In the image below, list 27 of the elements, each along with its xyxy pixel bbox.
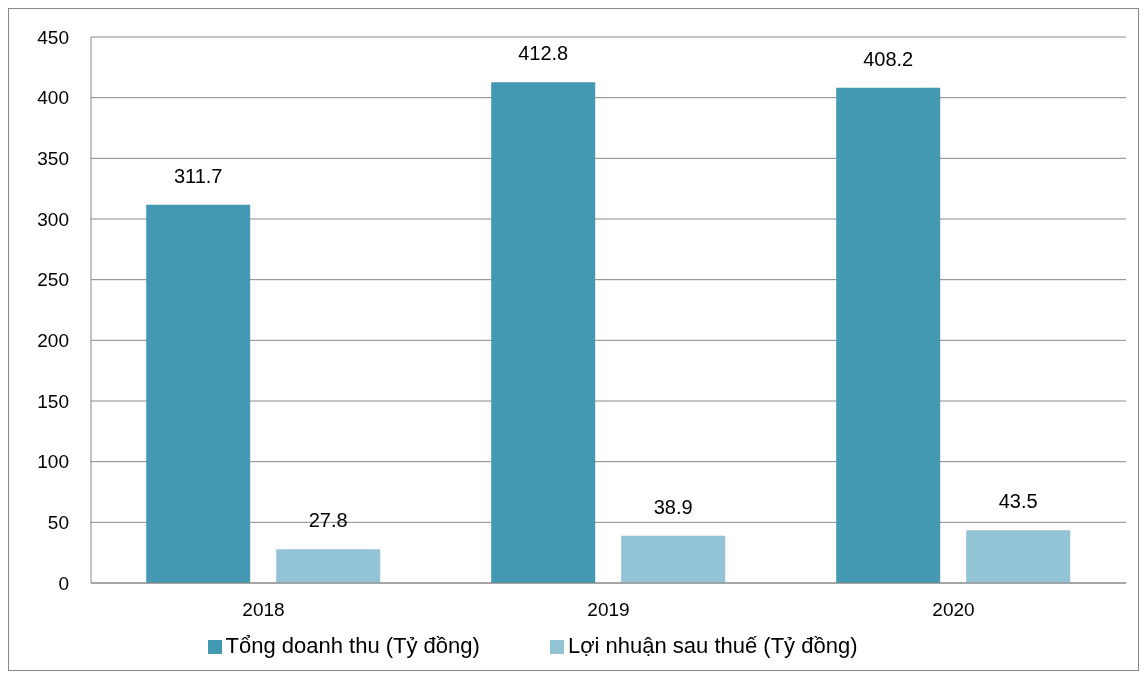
data-label: 38.9 [653, 495, 693, 518]
y-tick-label: 400 [37, 87, 69, 109]
x-tick-label: 2020 [932, 599, 975, 621]
y-tick-label: 250 [37, 269, 69, 291]
y-tick-label: 150 [37, 390, 69, 412]
data-label: 412.8 [518, 42, 569, 65]
bar [836, 87, 941, 583]
y-tick-label: 0 [58, 572, 69, 594]
y-tick-label: 350 [37, 148, 69, 170]
y-tick-label: 100 [37, 451, 69, 473]
bar [621, 535, 726, 583]
y-tick-label: 50 [47, 512, 69, 534]
y-tick-label: 450 [37, 26, 69, 48]
y-tick-label: 200 [37, 330, 69, 352]
y-tick-label: 300 [37, 208, 69, 230]
bar [276, 549, 381, 583]
data-label: 311.7 [173, 164, 223, 187]
bar [146, 204, 251, 583]
data-label: 43.5 [998, 490, 1038, 513]
legend-label: Tổng doanh thu (Tỷ đồng) [225, 633, 480, 658]
bar [966, 530, 1071, 583]
bar [491, 82, 596, 583]
data-label: 408.2 [863, 47, 914, 70]
x-tick-label: 2018 [242, 599, 285, 621]
x-tick-label: 2019 [587, 599, 630, 621]
legend-label: Lợi nhuận sau thuế (Tỷ đồng) [567, 633, 858, 658]
data-label: 27.8 [308, 509, 348, 532]
